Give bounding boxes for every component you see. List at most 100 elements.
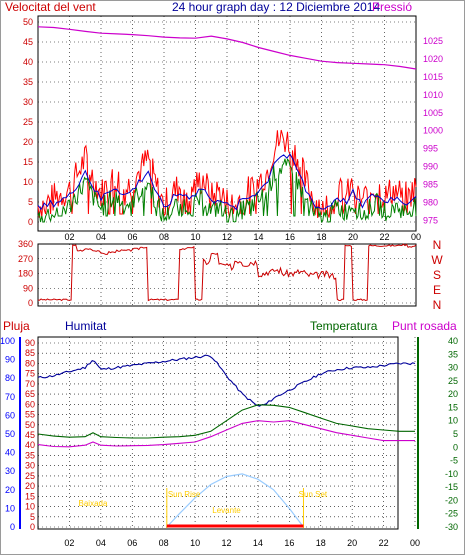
wind-y-tick-label: 35 [23,77,33,87]
lower-x-tick-label: 10 [190,538,200,548]
lower-x-tick-label: 14 [253,538,263,548]
moonrise-label: Levante [212,506,241,515]
rain-tick-label: 80 [5,373,15,383]
rain-tick-label: 50 [5,429,15,439]
rain-tick-label: 70 [5,392,15,402]
lower-x-tick-label: 02 [64,538,74,548]
pressure-tick-label: 1025 [423,36,443,46]
wind-y-tick-label: 0 [28,217,33,227]
dewpoint-label: Punt rosada [392,319,457,333]
direction-y-tick-label: 0 [28,298,33,308]
temperature-tick-label: 25 [448,376,458,386]
compass-label: N [433,298,442,312]
pressure-tick-label: 1000 [423,126,443,136]
humidity-tick-label: 45 [25,430,35,440]
humidity-tick-label: 50 [25,420,35,430]
lower-x-tick-label: 18 [316,538,326,548]
compass-label: S [433,268,441,282]
dewpoint-series [37,420,415,448]
wind-y-tick-label: 20 [23,137,33,147]
temperature-tick-label: -5 [450,456,458,466]
wind-y-tick-label: 5 [28,197,33,207]
temperature-tick-label: -20 [445,495,458,505]
rain-tick-label: 100 [0,336,15,346]
wind-y-tick-label: 25 [23,117,33,127]
lower-x-tick-label: 16 [284,538,294,548]
rain-tick-label: 20 [5,485,15,495]
wind-y-tick-label: 30 [23,97,33,107]
x-tick-label: 20 [348,232,358,242]
temperature-tick-label: -25 [445,509,458,519]
humidity-tick-label: 40 [25,440,35,450]
humidity-tick-label: 55 [25,410,35,420]
x-tick-label: 04 [96,232,106,242]
wind-low-series [37,158,417,224]
humidity-tick-label: 20 [25,481,35,491]
wind-speed-title: Velocitat del vent [5,0,96,14]
rain-tick-label: 10 [5,503,15,513]
lower-x-tick-label: 00 [410,538,420,548]
humidity-tick-label: 30 [25,461,35,471]
temperature-tick-label: 30 [448,363,458,373]
pressure-tick-label: 1010 [423,90,443,100]
humidity-tick-label: 80 [25,358,35,368]
humidity-tick-label: 75 [25,369,35,379]
wind-y-tick-label: 50 [23,17,33,27]
wind-y-tick-label: 15 [23,157,33,167]
temperature-label: Temperatura [310,319,378,333]
temperature-tick-label: 35 [448,349,458,359]
wind-average-series [37,153,417,211]
humidity-tick-label: 65 [25,389,35,399]
rain-tick-label: 60 [5,410,15,420]
wind-y-tick-label: 45 [23,37,33,47]
humidity-tick-label: 5 [30,512,35,522]
humidity-tick-label: 60 [25,399,35,409]
wind-y-tick-label: 10 [23,177,33,187]
x-tick-label: 08 [159,232,169,242]
humidity-tick-label: 25 [25,471,35,481]
rain-label: Pluja [3,319,30,333]
lower-panel-box [37,336,399,530]
x-tick-label: 18 [316,232,326,242]
humidity-tick-label: 0 [30,522,35,532]
direction-y-tick-label: 90 [23,283,33,293]
rain-tick-label: 40 [5,448,15,458]
temperature-tick-label: 40 [448,336,458,346]
direction-y-tick-label: 360 [18,239,33,249]
humidity-tick-label: 35 [25,450,35,460]
direction-y-tick-label: 180 [18,269,33,279]
x-tick-label: 22 [379,232,389,242]
lower-x-tick-label: 06 [127,538,137,548]
pressure-tick-label: 990 [423,162,438,172]
pressure-tick-label: 1015 [423,72,443,82]
solar-arc-series [166,473,304,528]
direction-y-tick-label: 270 [18,254,33,264]
pressure-tick-label: 1020 [423,54,443,64]
temperature-tick-label: 10 [448,416,458,426]
x-tick-label: 02 [64,232,74,242]
temperature-tick-label: -30 [445,522,458,532]
x-tick-label: 00 [411,232,421,242]
rain-tick-label: 30 [5,466,15,476]
wind-y-tick-label: 40 [23,57,33,67]
lower-x-tick-label: 04 [96,538,106,548]
x-tick-label: 12 [222,232,232,242]
pressure-title: Pressió [372,0,412,14]
sunset-label: Sun Set [299,490,328,499]
lower-x-tick-label: 12 [221,538,231,548]
temperature-series [37,404,415,439]
temperature-tick-label: 0 [453,442,458,452]
compass-label: W [431,253,443,267]
humidity-tick-label: 70 [25,379,35,389]
chart-title: 24 hour graph day : 12 Diciembre 2014 [172,0,380,14]
sunrise-label: Sun Rise [168,490,201,499]
x-tick-label: 10 [190,232,200,242]
compass-label: E [433,283,441,297]
pressure-tick-label: 980 [423,197,438,207]
temperature-tick-label: 15 [448,402,458,412]
pressure-tick-label: 975 [423,215,438,225]
temperature-tick-label: -10 [445,469,458,479]
lower-x-tick-label: 08 [159,538,169,548]
compass-label: N [433,238,442,252]
